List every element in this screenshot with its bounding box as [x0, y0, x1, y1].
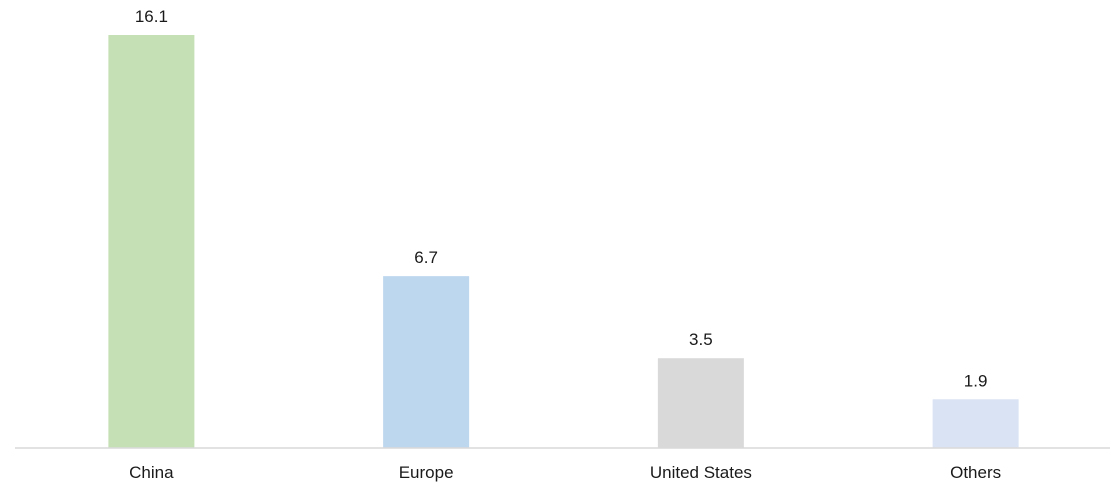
data-label-china: 16.1 [135, 7, 168, 26]
bars-layer [108, 35, 1019, 448]
x-tick-label-china: China [129, 463, 174, 482]
data-label-europe: 6.7 [414, 248, 438, 267]
bar-united-states [657, 358, 744, 448]
data-labels-layer: 16.1 6.7 3.5 1.9 [135, 7, 988, 390]
x-tick-labels-layer: China Europe United States Others [129, 463, 1001, 482]
data-label-united-states: 3.5 [689, 330, 713, 349]
x-tick-label-europe: Europe [399, 463, 454, 482]
bar-china [108, 35, 195, 448]
data-label-others: 1.9 [964, 371, 988, 390]
bar-others [932, 399, 1019, 448]
x-tick-label-others: Others [950, 463, 1001, 482]
bar-europe [383, 276, 470, 448]
x-tick-label-united-states: United States [650, 463, 752, 482]
